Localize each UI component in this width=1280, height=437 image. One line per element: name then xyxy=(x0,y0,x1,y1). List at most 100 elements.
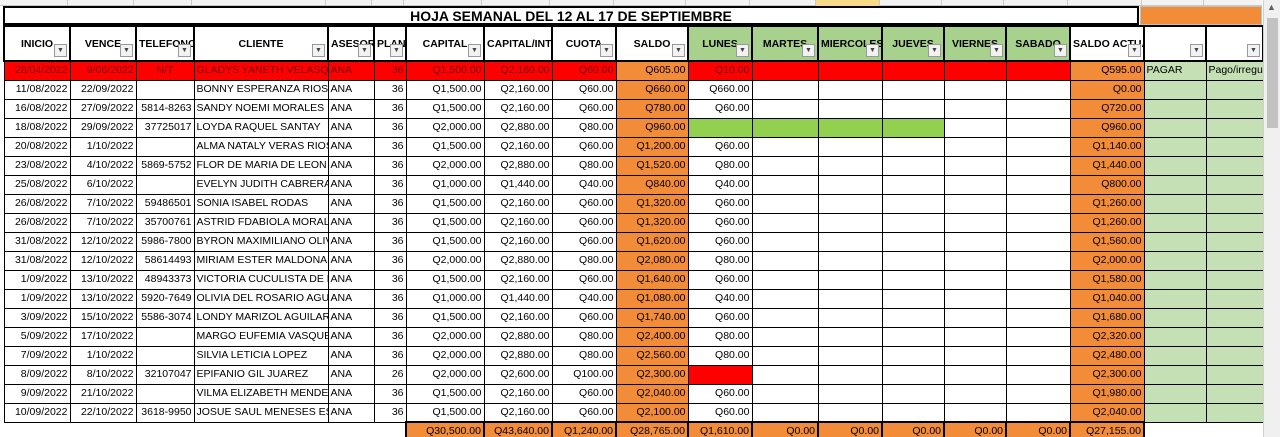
cell-extra2[interactable] xyxy=(1205,212,1264,233)
cell-capital[interactable]: Q1,500.00 xyxy=(405,193,485,214)
cell-capital-interes[interactable]: Q2,160.00 xyxy=(483,98,553,119)
cell-sabado[interactable] xyxy=(1005,250,1071,271)
cell-saldo[interactable]: Q2,560.00 xyxy=(615,345,689,366)
cell-sabado[interactable] xyxy=(1005,136,1071,157)
total-saldo[interactable]: Q28,765.00 xyxy=(615,421,689,437)
cell-sabado[interactable] xyxy=(1005,402,1071,423)
cell-miercoles[interactable] xyxy=(817,288,883,309)
cell-cuota[interactable]: Q100.00 xyxy=(551,364,617,385)
cell-telefono[interactable] xyxy=(135,174,195,195)
cell-capital-interes[interactable]: Q1,440.00 xyxy=(483,174,553,195)
cell-telefono[interactable]: 35700761 xyxy=(135,212,195,233)
cell-viernes[interactable] xyxy=(943,288,1007,309)
cell-martes[interactable] xyxy=(751,136,819,157)
cell-jueves[interactable] xyxy=(881,288,945,309)
cell-vence[interactable]: 12/10/2022 xyxy=(69,231,137,252)
filter-dropdown-icon[interactable]: ▼ xyxy=(1054,44,1067,57)
cell-miercoles[interactable] xyxy=(817,155,883,176)
filter-dropdown-icon[interactable]: ▼ xyxy=(178,44,191,57)
cell-extra1[interactable] xyxy=(1143,79,1207,100)
cell-extra1[interactable] xyxy=(1143,269,1207,290)
cell-extra2[interactable] xyxy=(1205,402,1264,423)
cell-extra1[interactable] xyxy=(1143,345,1207,366)
cell-cuota[interactable]: Q80.00 xyxy=(551,250,617,271)
header-sabado[interactable]: SABADO ▼ xyxy=(1005,25,1071,62)
cell-plan[interactable]: 36 xyxy=(373,117,407,138)
filter-dropdown-icon[interactable]: ▼ xyxy=(1128,44,1141,57)
cell-cuota[interactable]: Q80.00 xyxy=(551,345,617,366)
cell-asesor[interactable]: ANA xyxy=(327,288,375,309)
cell-lunes[interactable]: Q60.00 xyxy=(687,402,753,423)
total-miercoles[interactable]: Q0.00 xyxy=(817,421,883,437)
total-lunes[interactable]: Q1,610.00 xyxy=(687,421,753,437)
cell-sabado[interactable] xyxy=(1005,364,1071,385)
cell-martes[interactable] xyxy=(751,231,819,252)
cell-martes[interactable] xyxy=(751,326,819,347)
cell-cliente[interactable]: BYRON MAXIMILIANO OLIVA xyxy=(193,231,329,252)
cell-viernes[interactable] xyxy=(943,136,1007,157)
cell-vence[interactable]: 9/06/2022 xyxy=(69,60,137,81)
header-lunes[interactable]: LUNES ▼ xyxy=(687,25,753,62)
filter-dropdown-icon[interactable]: ▼ xyxy=(990,44,1003,57)
cell-plan[interactable]: 36 xyxy=(373,402,407,423)
filter-dropdown-icon[interactable]: ▼ xyxy=(802,44,815,57)
cell-inicio[interactable]: 25/08/2022 xyxy=(3,174,71,195)
cell-vence[interactable]: 7/10/2022 xyxy=(69,193,137,214)
cell-asesor[interactable]: ANA xyxy=(327,364,375,385)
cell-sabado[interactable] xyxy=(1005,79,1071,100)
cell-cuota[interactable]: Q40.00 xyxy=(551,288,617,309)
cell-jueves[interactable] xyxy=(881,345,945,366)
cell-cliente[interactable]: MIRIAM ESTER MALDONADO xyxy=(193,250,329,271)
cell-martes[interactable] xyxy=(751,174,819,195)
cell-vence[interactable]: 13/10/2022 xyxy=(69,288,137,309)
cell-martes[interactable] xyxy=(751,98,819,119)
cell-asesor[interactable]: ANA xyxy=(327,345,375,366)
cell-capital-interes[interactable]: Q2,160.00 xyxy=(483,136,553,157)
cell-extra2[interactable] xyxy=(1205,307,1264,328)
vertical-scrollbar[interactable]: ▲ xyxy=(1263,0,1280,437)
total-martes[interactable]: Q0.00 xyxy=(751,421,819,437)
cell-extra1[interactable] xyxy=(1143,402,1207,423)
cell-telefono[interactable] xyxy=(135,345,195,366)
cell-miercoles[interactable] xyxy=(817,383,883,404)
cell-viernes[interactable] xyxy=(943,193,1007,214)
cell-saldo-actual[interactable]: Q1,680.00 xyxy=(1069,307,1145,328)
cell-saldo-actual[interactable]: Q2,040.00 xyxy=(1069,402,1145,423)
header-martes[interactable]: MARTES ▼ xyxy=(751,25,819,62)
cell-extra2[interactable] xyxy=(1205,269,1264,290)
cell-sabado[interactable] xyxy=(1005,212,1071,233)
cell-asesor[interactable]: ANA xyxy=(327,250,375,271)
cell-lunes[interactable] xyxy=(687,364,753,385)
cell-miercoles[interactable] xyxy=(817,402,883,423)
cell-capital-interes[interactable]: Q2,880.00 xyxy=(483,155,553,176)
filter-dropdown-icon[interactable]: ▼ xyxy=(1247,44,1260,57)
cell-extra2[interactable] xyxy=(1205,288,1264,309)
cell-extra2[interactable] xyxy=(1205,383,1264,404)
cell-vence[interactable]: 12/10/2022 xyxy=(69,250,137,271)
total-sabado[interactable]: Q0.00 xyxy=(1005,421,1071,437)
cell-viernes[interactable] xyxy=(943,60,1007,81)
cell-jueves[interactable] xyxy=(881,364,945,385)
cell-asesor[interactable]: ANA xyxy=(327,98,375,119)
cell-inicio[interactable]: 18/08/2022 xyxy=(3,117,71,138)
cell-asesor[interactable]: ANA xyxy=(327,117,375,138)
cell-cliente[interactable]: LOYDA RAQUEL SANTAY xyxy=(193,117,329,138)
cell-jueves[interactable] xyxy=(881,402,945,423)
cell-capital[interactable]: Q2,000.00 xyxy=(405,345,485,366)
cell-sabado[interactable] xyxy=(1005,231,1071,252)
cell-saldo[interactable]: Q1,200.00 xyxy=(615,136,689,157)
cell-lunes[interactable]: Q10.00 xyxy=(687,60,753,81)
cell-capital-interes[interactable]: Q2,160.00 xyxy=(483,402,553,423)
cell-cliente[interactable]: EPIFANIO GIL JUAREZ xyxy=(193,364,329,385)
cell-miercoles[interactable] xyxy=(817,79,883,100)
cell-cuota[interactable]: Q60.00 xyxy=(551,60,617,81)
cell-cliente[interactable]: LONDY MARIZOL AGUILAR xyxy=(193,307,329,328)
cell-jueves[interactable] xyxy=(881,307,945,328)
cell-extra1[interactable]: PAGAR xyxy=(1143,60,1207,81)
cell-inicio[interactable]: 26/08/2022 xyxy=(3,212,71,233)
cell-martes[interactable] xyxy=(751,117,819,138)
cell-vence[interactable]: 7/10/2022 xyxy=(69,212,137,233)
cell-asesor[interactable]: ANA xyxy=(327,79,375,100)
total-capital[interactable]: Q30,500.00 xyxy=(405,421,485,437)
cell-cliente[interactable]: MARGO EUFEMIA VASQUEZ xyxy=(193,326,329,347)
